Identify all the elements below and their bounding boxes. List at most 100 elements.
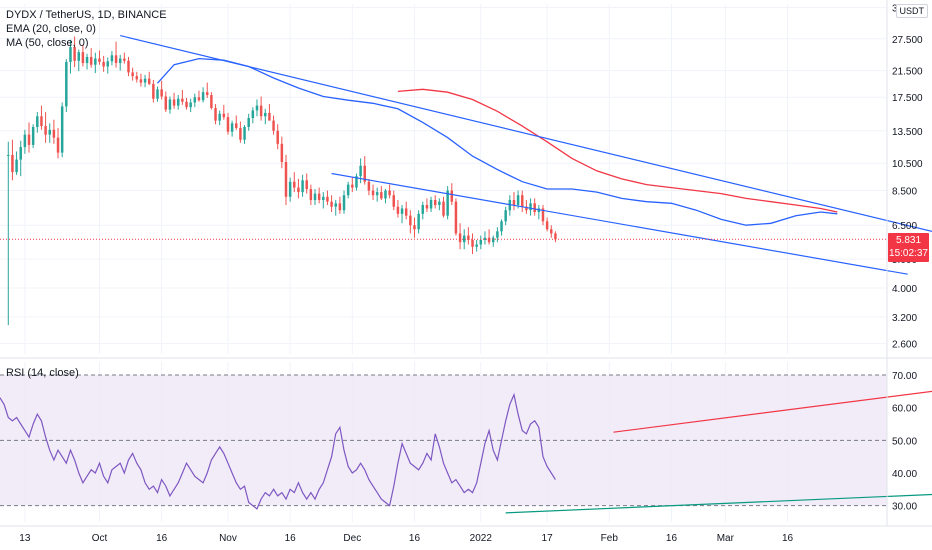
- candle-body: [475, 244, 478, 247]
- time-tick-label: 16: [666, 533, 678, 544]
- candle-body: [380, 192, 383, 199]
- price-trendline[interactable]: [331, 172, 908, 275]
- candle-body: [85, 56, 89, 64]
- rsi-tick-label: 40.00: [892, 469, 917, 480]
- candle-body: [143, 78, 147, 83]
- time-tick-label: Dec: [343, 533, 361, 544]
- rsi-trendline[interactable]: [505, 490, 932, 514]
- candle-body: [421, 205, 425, 214]
- candle-body: [533, 203, 536, 213]
- candle-body: [52, 129, 56, 138]
- candle-body: [235, 123, 238, 128]
- time-tick-label: 16: [285, 533, 297, 544]
- candle-body: [118, 58, 122, 64]
- candle-body: [259, 105, 263, 117]
- candle-body: [226, 117, 230, 132]
- candle-body: [367, 181, 371, 191]
- time-tick-label: Feb: [601, 533, 619, 544]
- candle-body: [272, 120, 275, 131]
- candle-body: [40, 116, 43, 127]
- candle-body: [288, 181, 292, 197]
- candle-body: [164, 96, 168, 110]
- candle-body: [346, 184, 350, 196]
- candle-body: [205, 92, 209, 96]
- candle-body: [338, 203, 342, 211]
- candle-body: [127, 60, 130, 73]
- candle-body: [243, 126, 246, 140]
- candle-body: [60, 106, 64, 153]
- rsi-pane[interactable]: [0, 362, 932, 522]
- candle-body: [554, 233, 557, 240]
- candle-body: [446, 190, 449, 216]
- candle-body: [433, 200, 437, 206]
- candle-body: [396, 206, 400, 214]
- last-price-tag: 5.831 15:02:37: [888, 233, 929, 262]
- rsi-trendline[interactable]: [613, 364, 932, 433]
- candle-body: [185, 101, 188, 108]
- candle-body: [156, 89, 159, 99]
- candle-body: [516, 195, 520, 206]
- candle-body: [392, 195, 396, 207]
- candle-body: [409, 215, 412, 226]
- candle-body: [189, 102, 192, 108]
- candle-body: [404, 208, 408, 216]
- price-trendline[interactable]: [120, 34, 932, 245]
- candle-body: [545, 221, 549, 230]
- rsi-tick-label: 60.00: [892, 404, 917, 415]
- rsi-label[interactable]: RSI (14, close): [6, 367, 79, 379]
- candle-body: [425, 205, 429, 209]
- candle-body: [301, 180, 304, 193]
- candle-body: [305, 180, 308, 190]
- candle-body: [280, 143, 284, 163]
- candle-body: [334, 203, 337, 207]
- price-tick-label: 13.500: [892, 127, 923, 138]
- candle-body: [330, 201, 333, 207]
- candle-body: [11, 154, 14, 173]
- candle-body: [7, 154, 10, 156]
- candle-body: [442, 201, 445, 216]
- candle-body: [239, 127, 242, 140]
- candle-body: [388, 190, 391, 196]
- candle-body: [326, 196, 329, 202]
- candle-body: [193, 97, 197, 103]
- candle-body: [458, 233, 462, 243]
- time-tick-label: Oct: [92, 533, 108, 544]
- candle-body: [102, 61, 105, 67]
- candle-body: [172, 99, 176, 106]
- time-tick-label: 13: [19, 533, 31, 544]
- candle-body: [77, 52, 80, 61]
- candle-body: [110, 55, 114, 62]
- ema-label[interactable]: EMA (20, close, 0): [6, 23, 96, 35]
- candle-body: [504, 210, 507, 222]
- rsi-legend: RSI (14, close): [6, 366, 79, 380]
- last-price-value: 5.831: [895, 235, 922, 246]
- ma-label[interactable]: MA (50, close, 0): [6, 37, 89, 49]
- candle-body: [450, 190, 454, 202]
- candle-body: [65, 61, 68, 107]
- candle-body: [176, 98, 180, 106]
- candle-body: [152, 83, 155, 99]
- candle-body: [491, 237, 495, 243]
- candle-body: [454, 201, 458, 234]
- candle-body: [264, 112, 267, 117]
- candle-body: [214, 108, 217, 121]
- candle-body: [147, 78, 151, 84]
- candle-body: [139, 79, 143, 83]
- time-tick-label: 16: [409, 533, 421, 544]
- candle-body: [181, 98, 184, 102]
- rsi-line: [0, 392, 556, 510]
- time-tick-label: 2022: [470, 533, 493, 544]
- candle-body: [276, 130, 279, 144]
- candle-body: [487, 237, 491, 243]
- price-legend: DYDX / TetherUS, 1D, BINANCE EMA (20, cl…: [6, 8, 167, 50]
- price-pane[interactable]: [0, 4, 932, 354]
- candle-body: [371, 190, 375, 196]
- symbol-label[interactable]: DYDX / TetherUS, 1D, BINANCE: [6, 9, 167, 21]
- currency-badge[interactable]: USDT: [895, 4, 928, 18]
- candle-body: [48, 129, 51, 135]
- candle-body: [23, 134, 27, 148]
- candle-body: [160, 89, 163, 97]
- candle-body: [222, 113, 226, 118]
- candle-body: [521, 195, 524, 207]
